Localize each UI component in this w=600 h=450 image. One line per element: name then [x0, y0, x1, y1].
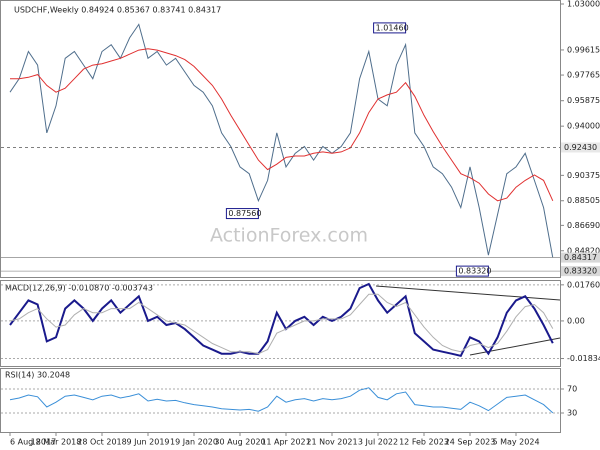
y-tick-label: 0.84820 [567, 246, 600, 255]
x-tick-label: 18 Mar 2018 [31, 438, 82, 447]
y-tick-label: 70 [567, 385, 577, 394]
trend-line [469, 337, 561, 356]
y-tick-label: 0.017603 [567, 280, 600, 289]
y-tick-label: -0.01834 [567, 354, 600, 363]
y-tick-label: 0.86690 [567, 221, 600, 230]
level-label: 0.84317 [564, 253, 597, 262]
x-tick-label: 21 Nov 2021 [306, 438, 357, 447]
y-tick-label: 0.94000 [567, 122, 600, 131]
y-tick-label: 0.99615 [567, 45, 600, 54]
y-tick-label: 0.00 [567, 316, 585, 325]
series-line [9, 282, 554, 357]
trend-line [375, 285, 561, 301]
watermark: ActionForex.com [210, 225, 368, 247]
x-tick-label: 19 Jan 2020 [170, 438, 218, 447]
macd-title: MACD(12,26,9) -0.010870 -0.003743 [5, 284, 153, 293]
x-tick-label: 28 Oct 2018 [77, 438, 126, 447]
level-tag [561, 142, 600, 153]
x-tick-label: 9 Jun 2019 [126, 438, 169, 447]
x-tick-label: 11 Apr 2021 [261, 438, 310, 447]
annotation-label: 0.83320 [458, 267, 491, 276]
y-tick-label: 0.95875 [567, 96, 600, 105]
y-tick-label: 0.88505 [567, 196, 600, 205]
x-tick-label: 30 Aug 2020 [214, 438, 265, 447]
x-tick-label: 24 Sep 2023 [445, 438, 496, 447]
x-tick-label: 3 Jul 2022 [358, 438, 398, 447]
y-tick-label: 1.03000 [567, 0, 600, 9]
x-tick-label: 12 Feb 2023 [399, 438, 449, 447]
level-tag [561, 266, 600, 277]
series-line [9, 293, 554, 355]
x-tick-label: 6 Aug 2017 [10, 438, 56, 447]
annotation-box [373, 22, 407, 34]
chart-title: USDCHF,Weekly 0.84924 0.85367 0.83741 0.… [14, 6, 221, 15]
annotation-label: 0.87560 [228, 209, 261, 218]
y-tick-label: 30 [567, 409, 577, 418]
rsi-panel [0, 368, 561, 433]
level-label: 0.92430 [564, 143, 597, 152]
annotation-box [225, 208, 259, 220]
series-line [10, 48, 554, 202]
level-tag [561, 252, 600, 263]
level-label: 0.83320 [564, 267, 597, 276]
x-tick-label: 5 May 2024 [492, 438, 539, 447]
series-line [9, 387, 554, 414]
annotation-label: 1.01460 [376, 23, 409, 32]
rsi-title: RSI(14) 30.2048 [5, 371, 70, 380]
y-tick-label: 0.97765 [567, 71, 600, 80]
price-panel [0, 0, 561, 278]
y-tick-label: 0.90375 [567, 171, 600, 180]
annotation-box [455, 265, 489, 277]
macd-panel [0, 280, 561, 367]
series-line [9, 23, 554, 258]
